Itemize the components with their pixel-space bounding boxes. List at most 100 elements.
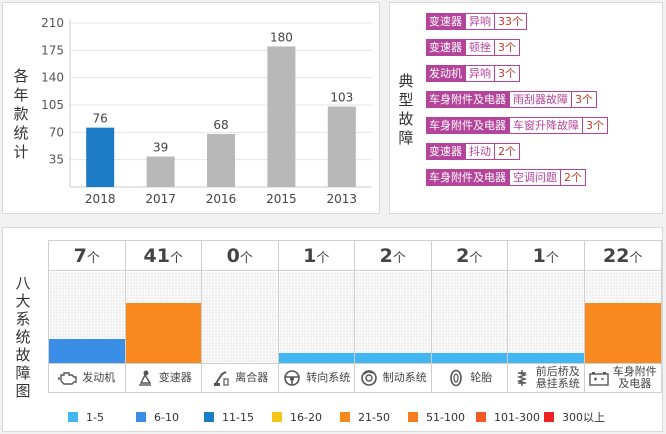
- system-column: 22个车身附件 及电器: [584, 241, 661, 392]
- legend: 1-5 6-10 11-15 16-20 21-50 51-100 101-300 300以上: [68, 409, 612, 425]
- eight-systems-label-char: 系: [15, 310, 31, 328]
- system-bar: [278, 353, 354, 363]
- system-count-unit: 个: [316, 251, 330, 266]
- legend-swatch: [340, 412, 350, 422]
- system-column: 41个 变速器: [125, 241, 202, 392]
- system-count: 2个: [355, 241, 431, 271]
- system-count: 22个: [584, 241, 661, 271]
- system-count-value: 1: [303, 245, 317, 267]
- fault-system-tag: 车身附件及电器: [426, 91, 509, 108]
- fault-item: 车身附件及电器 车窗升降故障 3个: [426, 117, 608, 134]
- system-label: 转向系统: [306, 372, 350, 384]
- fault-system-tag: 车身附件及电器: [426, 117, 509, 134]
- system-bar-area: [202, 272, 278, 363]
- system-footer: 制动系统: [355, 363, 431, 392]
- system-footer: 转向系统: [278, 363, 354, 392]
- eight-systems-side-label: 八大系统故障图: [13, 274, 33, 400]
- fault-system-tag: 变速器: [426, 39, 465, 56]
- legend-item: 21-50: [340, 409, 408, 425]
- system-bar-area: [125, 272, 201, 363]
- year-stats-label-char: 年: [13, 86, 29, 104]
- system-bar-area: [508, 272, 584, 363]
- system-label: 车身附件 及电器: [613, 366, 657, 390]
- system-count-value: 0: [226, 245, 240, 267]
- year-stats-side-label: 各年款统计: [11, 67, 31, 162]
- system-column: 1个转向系统: [278, 241, 355, 392]
- system-bar-area: [584, 272, 661, 363]
- system-count-unit: 个: [545, 251, 559, 266]
- system-label-line: 离合器: [235, 371, 269, 384]
- fault-type-tag: 车窗升降故障: [509, 117, 583, 134]
- steering-wheel-icon: [282, 368, 302, 388]
- y-tick-label: 210: [41, 16, 64, 30]
- system-bar: [431, 353, 507, 363]
- system-label-line: 车身附件: [612, 365, 657, 378]
- system-bar-area: [49, 272, 125, 363]
- fault-item: 变速器 异响 33个: [426, 13, 608, 30]
- bar-2017: [146, 156, 175, 187]
- fault-count-tag: 2个: [495, 143, 520, 160]
- fault-count-tag: 3个: [583, 117, 608, 134]
- system-label-line: 变速器: [158, 371, 192, 384]
- system-footer: 发动机: [49, 363, 125, 392]
- system-label-line: 制动系统: [382, 371, 427, 384]
- year-stats-label-char: 计: [13, 143, 29, 161]
- typical-faults-label-char: 故: [398, 110, 414, 128]
- system-label-line: 转向系统: [306, 371, 351, 384]
- system-bar-area: [431, 272, 507, 363]
- legend-swatch: [68, 412, 78, 422]
- bar-2015: [267, 46, 296, 187]
- system-bar: [49, 339, 125, 363]
- brake-disc-icon: [359, 368, 379, 388]
- data-label: 39: [153, 141, 168, 155]
- fault-count-tag: 33个: [495, 13, 527, 30]
- system-count-unit: 个: [86, 251, 100, 266]
- fault-count-tag: 3个: [495, 39, 520, 56]
- system-count-value: 41: [143, 245, 170, 267]
- system-footer: 轮胎: [431, 363, 507, 392]
- fault-item: 车身附件及电器 雨刮器故障 3个: [426, 91, 608, 108]
- legend-label: 101-300: [494, 410, 540, 424]
- fault-list: 变速器 异响 33个 变速器 顿挫 3个 发动机 异响 3个 车身附件及电器 雨刮器故障 3个 车身附件…: [426, 13, 608, 195]
- legend-swatch: [136, 412, 146, 422]
- eight-systems-label-char: 图: [15, 382, 31, 400]
- y-tick-label: 35: [49, 153, 64, 167]
- eight-systems-panel: 八大系统故障图 7个 发动机 41个 变速器 0个 离合器 1个 转向系统 2个 制动系统 2个 轮胎…: [2, 227, 663, 432]
- fault-system-tag: 变速器: [426, 143, 465, 160]
- legend-label: 1-5: [86, 410, 104, 424]
- data-label: 68: [213, 118, 228, 132]
- legend-swatch: [544, 412, 554, 422]
- eight-systems-label-char: 障: [15, 364, 31, 382]
- systems-grid: 7个 发动机 41个 变速器 0个 离合器 1个 转向系统 2个 制动系统 2个 轮胎 1个 前后桥及 悬挂…: [48, 240, 662, 393]
- system-label-line: 及电器: [618, 377, 652, 390]
- data-label: 180: [270, 30, 293, 44]
- system-count: 0个: [202, 241, 278, 271]
- system-column: 7个发动机: [49, 241, 126, 392]
- system-bar: [125, 303, 201, 363]
- legend-item: 11-15: [204, 409, 272, 425]
- fault-count-tag: 3个: [495, 65, 520, 82]
- legend-item: 16-20: [272, 409, 340, 425]
- bar-2018: [86, 127, 115, 187]
- system-count-value: 7: [73, 245, 87, 267]
- system-count: 7个: [49, 241, 125, 271]
- fault-type-tag: 雨刮器故障: [509, 91, 572, 108]
- system-count-value: 1: [532, 245, 546, 267]
- system-bar: [584, 303, 661, 363]
- bar-2016: [207, 133, 235, 187]
- system-count-value: 2: [456, 245, 470, 267]
- engine-icon: [58, 368, 78, 388]
- x-tick-label: 2017: [145, 192, 176, 206]
- y-tick-label: 70: [49, 125, 64, 139]
- typical-faults-panel: 典型故障 变速器 异响 33个 变速器 顿挫 3个 发动机 异响 3个 车身附件及电器 雨刮器故障 3…: [389, 2, 663, 214]
- fault-system-tag: 变速器: [426, 13, 465, 30]
- system-label: 离合器: [235, 372, 268, 384]
- legend-label: 51-100: [426, 410, 465, 424]
- system-count-unit: 个: [469, 251, 483, 266]
- system-bar: [508, 353, 584, 363]
- legend-swatch: [408, 412, 418, 422]
- typical-faults-label-char: 型: [398, 91, 414, 109]
- year-stats-panel: 各年款统计 35 70 105 140 175 210 76 2018 39 2017 68 2016…: [2, 2, 380, 214]
- legend-item: 300以上: [544, 409, 612, 425]
- system-label-line: 轮胎: [470, 371, 493, 384]
